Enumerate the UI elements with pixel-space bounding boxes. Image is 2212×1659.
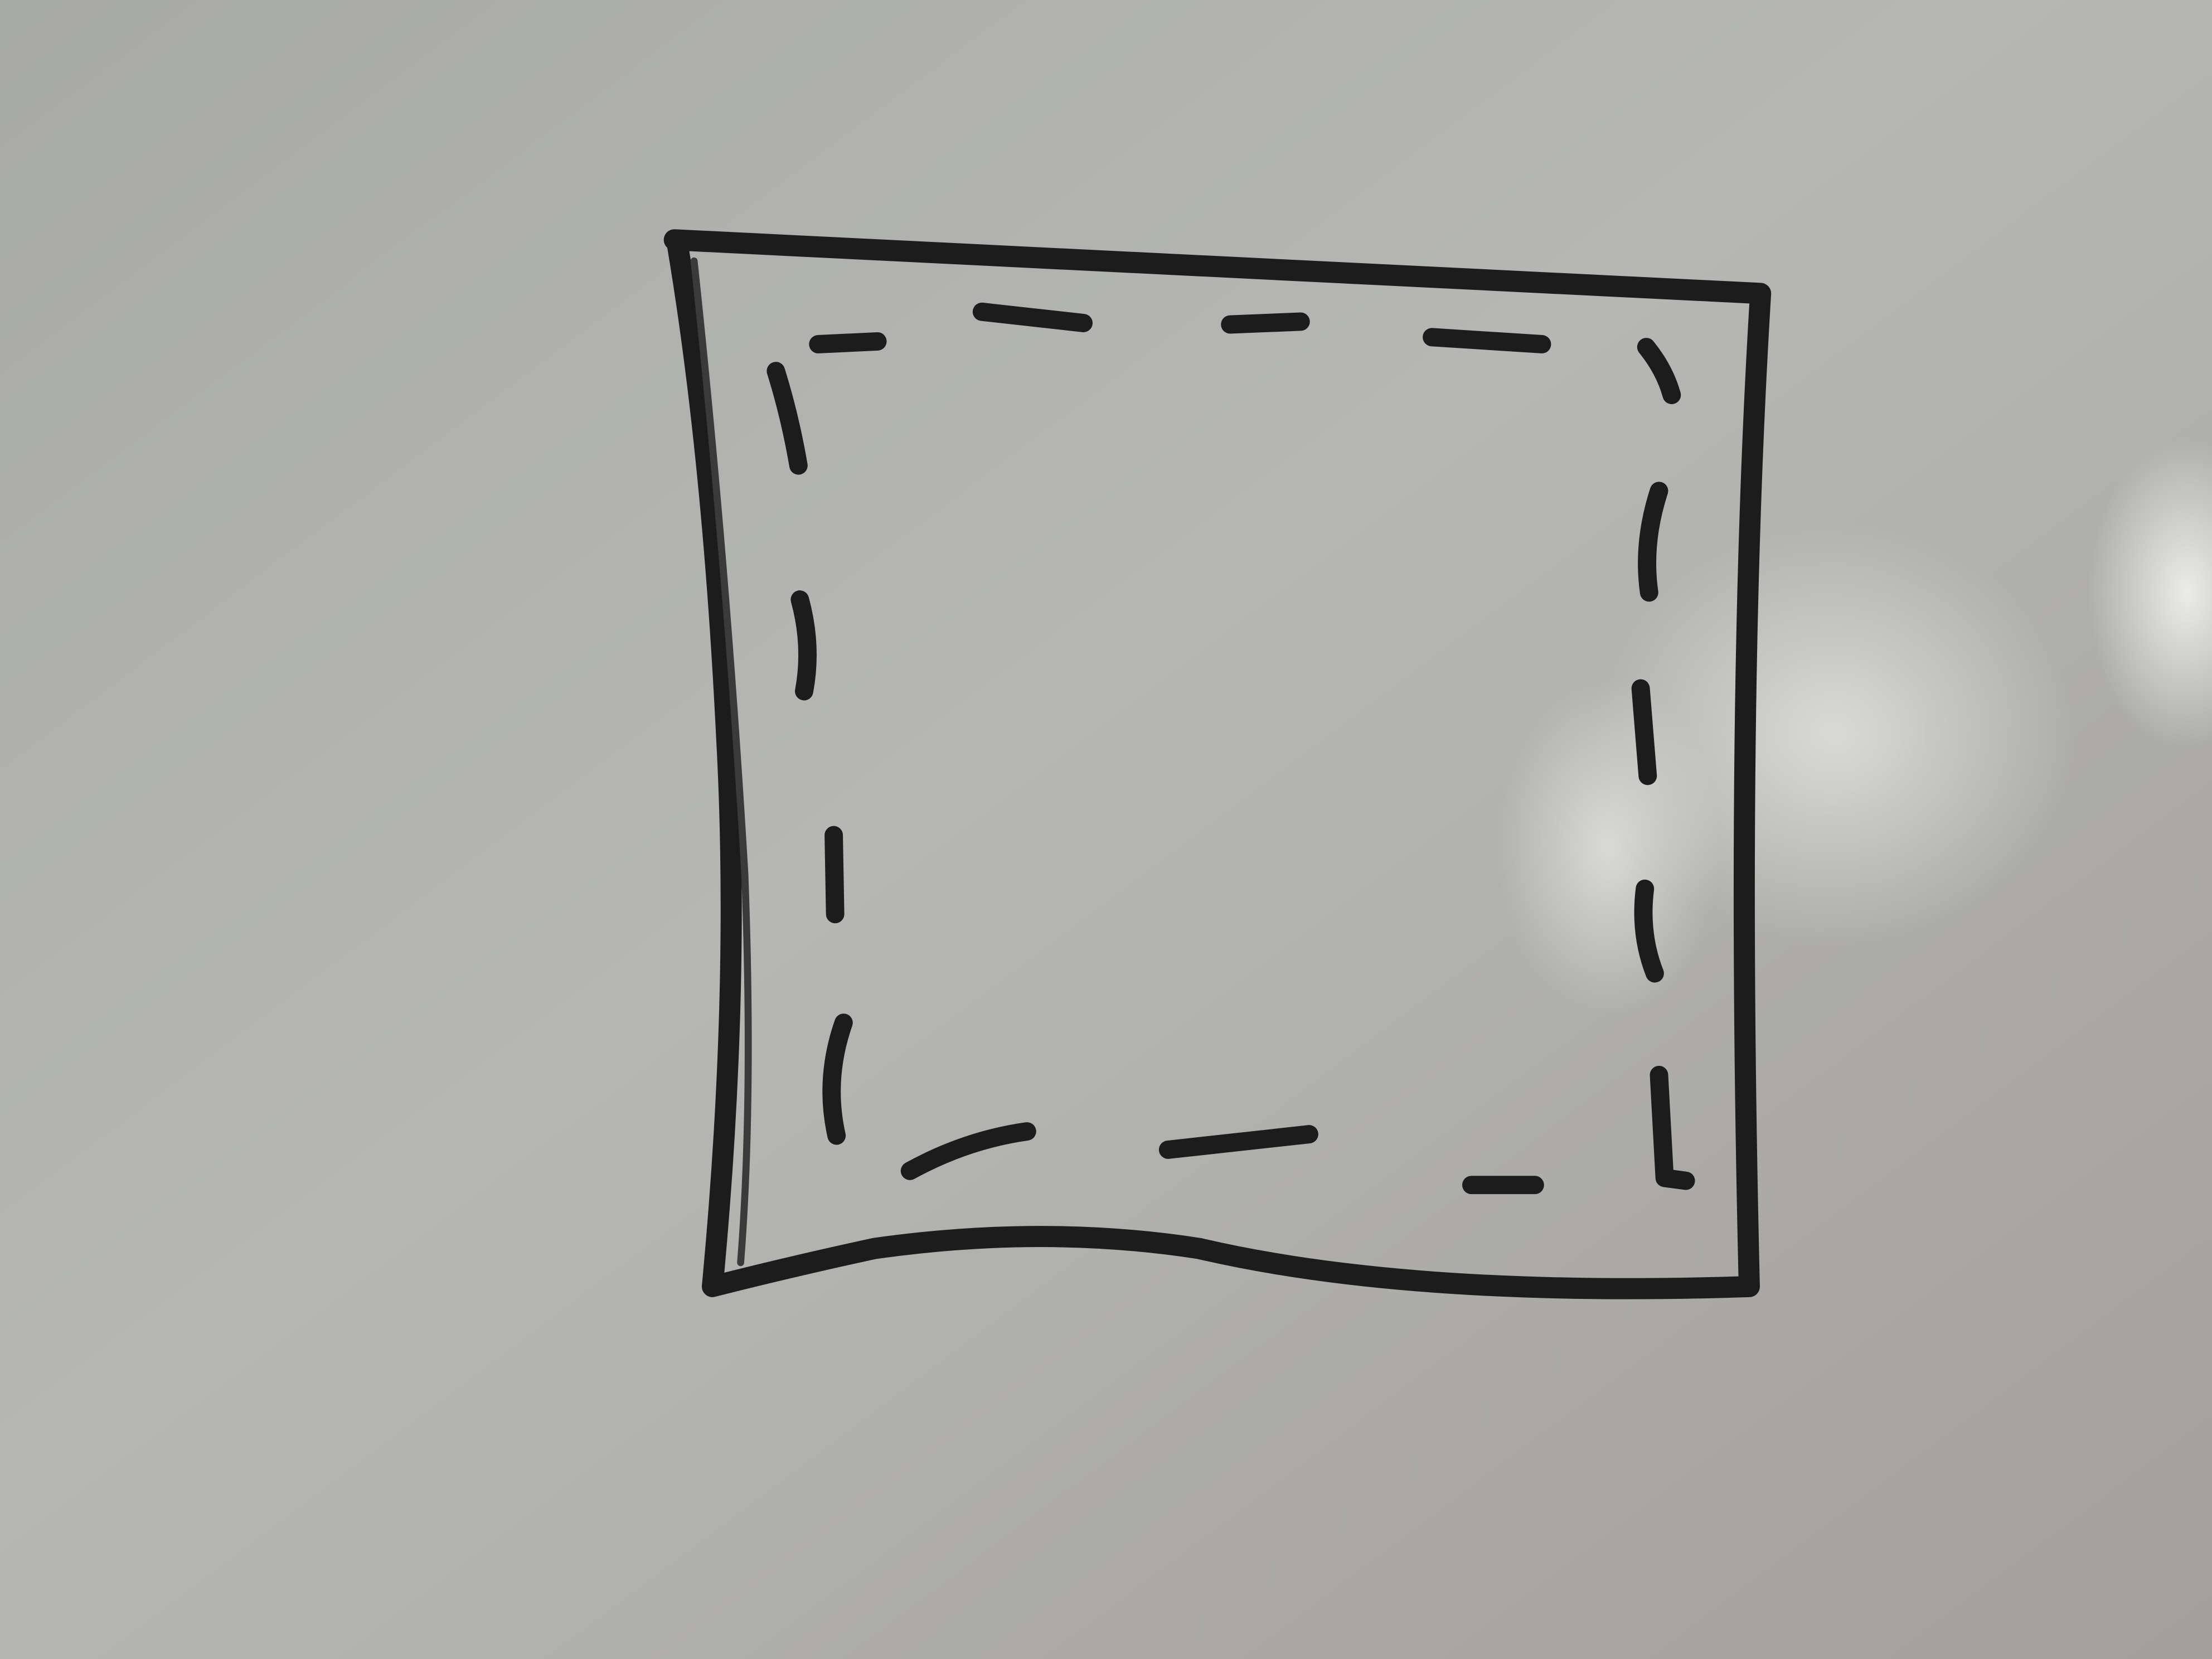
dash [1631, 679, 1657, 785]
dash [824, 826, 845, 924]
dash [822, 1013, 853, 1145]
dash [1637, 338, 1681, 405]
outer-square [663, 229, 1772, 1299]
dashed-square [767, 302, 1695, 1195]
dash [972, 302, 1093, 332]
dash [790, 590, 817, 701]
glare [2088, 437, 2212, 748]
dash [1650, 1065, 1695, 1190]
outer-square-edge [690, 257, 752, 1267]
dash [1423, 328, 1551, 353]
dash [1221, 312, 1310, 334]
dash [1638, 482, 1668, 602]
dash [809, 332, 887, 353]
dash [1158, 1125, 1318, 1159]
glare [1495, 677, 1721, 1016]
dash [900, 1122, 1036, 1180]
dash [767, 362, 808, 475]
dash [1634, 879, 1664, 983]
